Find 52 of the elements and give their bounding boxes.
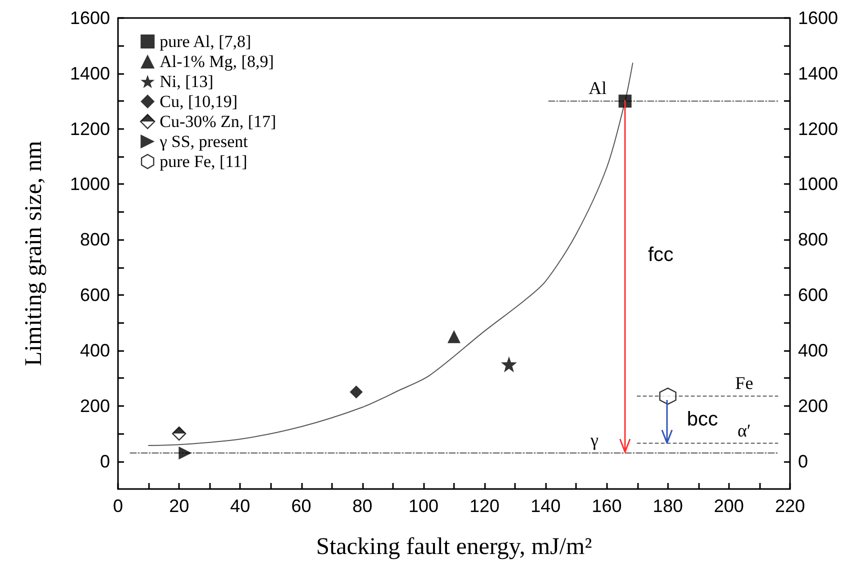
legend-label: pure Fe, [11]	[160, 152, 248, 171]
y2-tick-label: 200	[798, 396, 828, 416]
y-tick-label: 1400	[70, 63, 110, 84]
y2-tick-label: 1000	[798, 174, 838, 194]
annotation: Al	[588, 78, 607, 98]
x-axis-title: Stacking fault energy, mJ/m²	[316, 534, 592, 560]
x-tick-label: 140	[530, 496, 561, 516]
point	[178, 446, 192, 460]
y2-tick-label: 1400	[798, 63, 838, 84]
x-tick-label: 200	[714, 496, 744, 516]
legend-label: γ SS, present	[158, 132, 248, 151]
x-tick-label: 60	[291, 496, 312, 516]
x-tick-label: 120	[470, 496, 500, 516]
x-tick-label: 180	[652, 496, 683, 516]
point	[350, 386, 363, 399]
annotation: fcc	[648, 244, 674, 266]
x-tick-label: 100	[408, 496, 438, 516]
y-tick-label: 1200	[70, 118, 110, 139]
y2-tick-label: 1600	[798, 8, 838, 28]
legend-label: Cu, [10,19]	[160, 92, 238, 111]
legend-label: Cu-30% Zn, [17]	[160, 112, 276, 131]
x-tick-label: 20	[169, 496, 190, 516]
annotation: Fe	[735, 373, 754, 394]
point	[659, 388, 676, 405]
y2-tick-label: 0	[798, 451, 808, 472]
x-tick-label: 80	[352, 496, 372, 516]
y-tick-label: 200	[80, 396, 110, 416]
point	[500, 356, 517, 372]
y2-tick-label: 1200	[798, 118, 838, 139]
y2-tick-label: 800	[798, 230, 828, 250]
y-tick-label: 0	[100, 451, 110, 472]
point	[172, 426, 186, 441]
y-axis-title: Limiting grain size, nm	[21, 140, 47, 366]
x-tick-label: 40	[230, 496, 250, 516]
y-tick-label: 1600	[70, 8, 110, 28]
x-tick-label: 0	[112, 496, 124, 516]
legend-label: Al-1% Mg, [8,9]	[160, 52, 274, 71]
legend-label: pure Al, [7,8]	[160, 32, 252, 51]
y-tick-label: 1000	[70, 174, 110, 194]
annotation: bcc	[686, 408, 718, 430]
annotation: γ	[590, 430, 599, 450]
legend-label: Ni, [13]	[160, 72, 214, 91]
y2-tick-label: 400	[798, 340, 828, 360]
annotation: α′	[737, 420, 751, 440]
y-tick-label: 400	[80, 340, 110, 360]
x-tick-label: 160	[592, 496, 622, 516]
point	[618, 94, 632, 108]
y2-tick-label: 600	[798, 285, 828, 306]
point	[448, 330, 460, 344]
x-tick-label: 220	[774, 496, 806, 516]
y-tick-label: 600	[80, 285, 110, 306]
y-tick-label: 800	[80, 230, 110, 250]
